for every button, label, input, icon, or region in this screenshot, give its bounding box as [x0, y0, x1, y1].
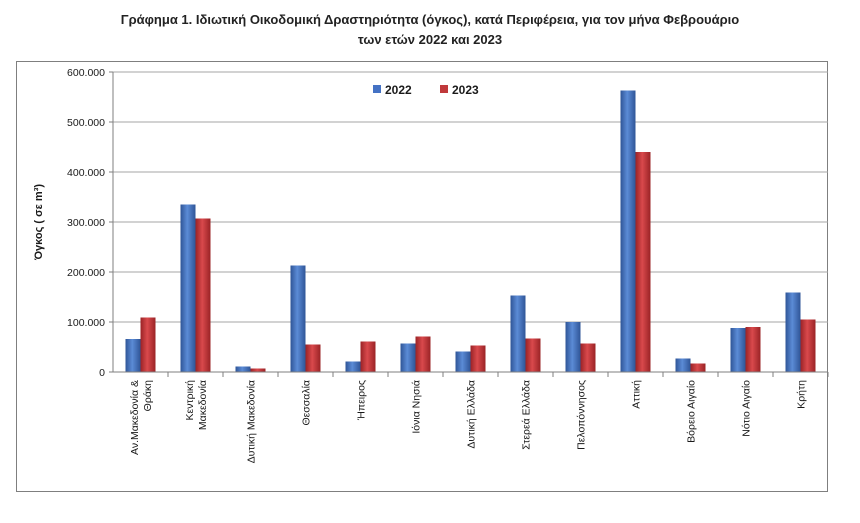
x-category-label: Κρήτη	[796, 380, 808, 409]
bar-2023	[635, 152, 651, 372]
y-tick-label: 100.000	[67, 317, 105, 329]
bar-2023	[195, 218, 211, 372]
y-tick-label: 400.000	[67, 167, 105, 179]
x-category-label: Θράκη	[142, 380, 154, 411]
bar-2022	[620, 90, 636, 372]
chart-title-line-2: των ετών 2022 και 2023	[357, 32, 503, 47]
bar-2023	[250, 368, 266, 372]
x-category-label: Δυτική Μακεδονία	[246, 380, 258, 463]
bar-2022	[730, 328, 746, 372]
bar-2022	[125, 339, 141, 372]
x-category-label: Αττική	[631, 380, 643, 409]
axes: 0 100.000 200.000 300.000 400.000 500.000 600.…	[33, 67, 829, 463]
y-tick-label: 0	[99, 367, 105, 379]
bars	[125, 90, 816, 372]
bar-2023	[690, 363, 706, 372]
x-category-label: Στερεά Ελλάδα	[521, 380, 533, 450]
legend-label-2023: 2023	[452, 83, 479, 97]
legend: 2022 2023	[373, 83, 479, 97]
bar-2023	[800, 319, 816, 372]
gridlines	[113, 71, 828, 323]
bar-2023	[470, 345, 486, 372]
x-category-label: Νότιο Αιγαίο	[741, 380, 753, 437]
x-category-label: Αν.Μακεδονία &	[129, 380, 141, 455]
x-category-label: Δυτική Ελλάδα	[466, 380, 478, 449]
legend-swatch-2022	[373, 85, 381, 93]
bar-2022	[785, 292, 801, 372]
x-category-label: Βόρειο Αιγαίο	[686, 380, 698, 443]
chart-title-line-1: Γράφημα 1. Ιδιωτική Οικοδομική Δραστηριό…	[120, 12, 740, 27]
x-category-label: Μακεδονία	[197, 380, 209, 430]
x-category-label: Θεσσαλία	[301, 380, 313, 426]
x-category-label: Κεντρική	[184, 380, 196, 421]
y-tick-label: 300.000	[67, 217, 105, 229]
bar-2023	[580, 343, 596, 372]
bar-2022	[565, 322, 581, 372]
bar-2022	[400, 343, 416, 372]
bar-2022	[290, 265, 306, 372]
x-category-label: Πελοπόννησος	[576, 380, 588, 450]
x-category-label: Ιόνια Νησιά	[411, 380, 423, 434]
bar-2022	[235, 366, 251, 372]
chart-title: Γράφημα 1. Ιδιωτική Οικοδομική Δραστηριό…	[0, 10, 860, 50]
bar-2023	[140, 317, 156, 372]
legend-swatch-2023	[440, 85, 448, 93]
bar-2023	[305, 344, 321, 372]
bar-2022	[180, 204, 196, 372]
bar-2022	[455, 351, 471, 372]
x-category-label: Ήπειρος	[356, 380, 368, 421]
legend-label-2022: 2022	[385, 83, 412, 97]
bar-2022	[675, 358, 691, 372]
y-tick-label: 600.000	[67, 67, 105, 79]
bar-2022	[345, 361, 361, 372]
bar-2022	[510, 295, 526, 372]
y-axis-title: Όγκος ( σε m³)	[33, 184, 45, 261]
y-tick-label: 200.000	[67, 267, 105, 279]
bar-2023	[525, 338, 541, 372]
y-tick-label: 500.000	[67, 117, 105, 129]
chart-frame	[16, 61, 828, 492]
bar-2023	[745, 327, 761, 372]
bar-2023	[415, 336, 431, 372]
bar-2023	[360, 341, 376, 372]
